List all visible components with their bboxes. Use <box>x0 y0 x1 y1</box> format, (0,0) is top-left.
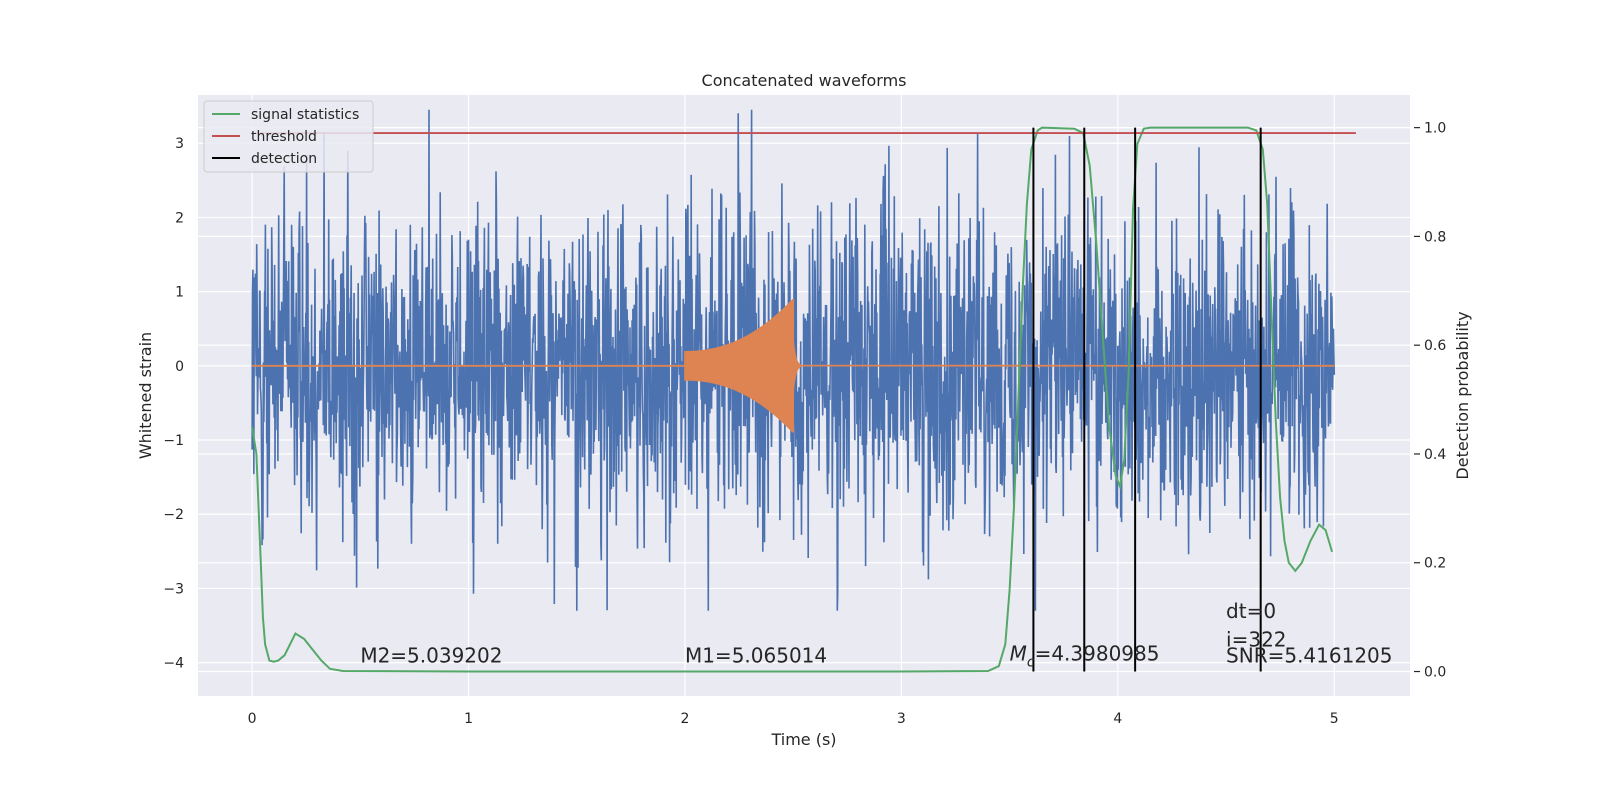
y-axis-ticks: −4 −3 −2 −1 0 1 2 3 <box>163 136 184 671</box>
legend-label: threshold <box>251 129 317 145</box>
x-tick-label: 4 <box>1113 711 1122 727</box>
y-tick-label: −4 <box>163 656 184 672</box>
chirp-mass-symbol: M <box>1010 642 1027 666</box>
template-series <box>252 298 1335 433</box>
y2-axis-ticks: 0.0 0.2 0.4 0.6 0.8 1.0 <box>1414 121 1446 681</box>
template-line <box>252 298 1335 433</box>
legend-label: signal statistics <box>251 107 359 123</box>
y2-tick-label: 0.0 <box>1424 665 1446 681</box>
x-axis-ticks: 0 1 2 3 4 5 <box>248 711 1339 727</box>
chirp-mass-value: =4.3980985 <box>1035 642 1160 666</box>
y-axis-label: Whitened strain <box>136 332 155 459</box>
annotation: SNR=5.4161205 <box>1226 644 1392 668</box>
annotation: i=322 <box>1226 627 1287 651</box>
legend: signal statistics threshold detection <box>203 100 374 173</box>
x-tick-label: 5 <box>1330 711 1339 727</box>
annotation: M2=5.039202 <box>360 644 502 668</box>
y2-axis-label: Detection probability <box>1453 311 1472 479</box>
y-tick-label: −2 <box>163 507 184 523</box>
x-tick-label: 2 <box>681 711 690 727</box>
y-tick-label: −3 <box>163 581 184 597</box>
annotation-chirp-mass: Mc=4.3980985 <box>1010 642 1160 671</box>
x-tick-label: 1 <box>464 711 473 727</box>
annotations: M2=5.039202 M1=5.065014 dt=0 i=322SNR=5.416… <box>360 599 1392 668</box>
legend-label: detection <box>251 151 317 167</box>
statistic-series <box>251 126 1334 673</box>
detection-series <box>1032 127 1262 672</box>
x-axis-label: Time (s) <box>770 730 836 749</box>
chart-title: Concatenated waveforms <box>702 71 907 90</box>
annotation: dt=0 <box>1226 599 1276 623</box>
legend-box <box>203 100 374 173</box>
y2-tick-label: 0.2 <box>1424 556 1446 572</box>
y-tick-label: 2 <box>175 210 184 226</box>
chirp-mass-subscript: c <box>1027 655 1035 671</box>
y-tick-label: −1 <box>163 433 184 449</box>
y-tick-label: 3 <box>175 136 184 152</box>
y2-tick-label: 0.6 <box>1424 338 1446 354</box>
y2-tick-label: 0.8 <box>1424 229 1446 245</box>
y2-tick-label: 1.0 <box>1424 121 1446 137</box>
x-tick-label: 3 <box>897 711 906 727</box>
statistic-line <box>251 126 1334 673</box>
x-tick-label: 0 <box>248 711 257 727</box>
annotation: M1=5.065014 <box>685 644 827 668</box>
y2-tick-label: 0.4 <box>1424 447 1446 463</box>
y-tick-label: 1 <box>175 285 184 301</box>
y-tick-label: 0 <box>175 359 184 375</box>
